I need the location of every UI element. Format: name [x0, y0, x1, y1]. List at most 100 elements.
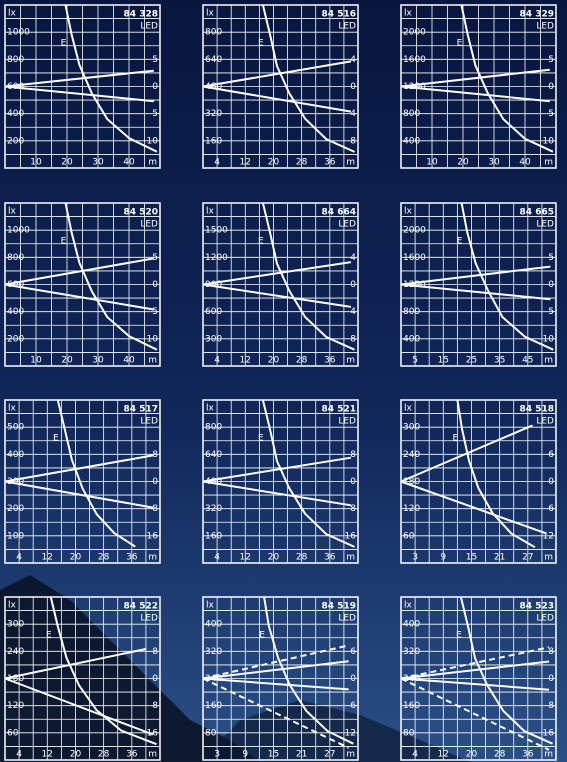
y-tick-label: 400	[403, 620, 420, 630]
y-tick-label: 120	[7, 701, 24, 711]
chart-subtitle: LED	[536, 417, 554, 427]
y-tick-label: 800	[403, 109, 420, 119]
beam-line	[202, 60, 352, 88]
curve-label: E	[53, 434, 59, 444]
beam-line	[202, 261, 352, 286]
y2-tick-label: 8	[152, 504, 158, 514]
y-tick-label: 160	[205, 136, 222, 146]
y-tick-label: 300	[7, 477, 24, 487]
y2-tick-label: 12	[345, 728, 356, 738]
chart-subtitle: LED	[536, 614, 554, 624]
x-tick-label: 20	[268, 158, 280, 168]
y-tick-label: 1600	[403, 55, 426, 65]
y-axis-unit: lx	[404, 9, 413, 19]
y-tick-label: 60	[403, 531, 415, 541]
x-tick-label: 12	[438, 750, 449, 760]
y-axis-unit: lx	[404, 404, 413, 414]
y2-tick-label: 0	[548, 280, 554, 290]
y-tick-label: 200	[7, 504, 24, 514]
x-tick-label: 28	[296, 158, 308, 168]
beam-line	[202, 85, 352, 113]
y2-tick-label: 5	[152, 253, 158, 263]
y2-tick-label: 0	[548, 82, 554, 92]
y-tick-label: 300	[7, 620, 24, 630]
y2-tick-label: 0	[548, 477, 554, 487]
chart-subtitle: LED	[536, 220, 554, 230]
y2-tick-label: 8	[350, 334, 356, 344]
illuminance-curve	[460, 4, 554, 153]
y-tick-label: 640	[205, 55, 222, 65]
x-tick-label: 30	[488, 158, 500, 168]
chart-title: 84 516	[322, 10, 356, 20]
y-tick-label: 1200	[205, 253, 228, 263]
chart-title: 84 517	[124, 405, 158, 415]
x-tick-label: 10	[426, 158, 438, 168]
y-tick-label: 600	[7, 82, 24, 92]
x-tick-label: 5	[412, 356, 418, 366]
y-tick-label: 2000	[403, 226, 426, 236]
chart-panel: E 60 120 180 240 300 4 12 20 28 36 8 0 8 16 m lx 84 522 LE…	[4, 596, 161, 761]
y2-tick-label: 0	[152, 82, 158, 92]
x-tick-label: 20	[268, 553, 280, 563]
chart-title: 84 518	[520, 405, 554, 415]
illuminance-curve	[460, 202, 554, 351]
x-tick-label: 12	[240, 553, 251, 563]
y-axis-unit: lx	[8, 9, 17, 19]
y-tick-label: 60	[7, 728, 19, 738]
curve-label: E	[61, 39, 67, 49]
chart-subtitle: LED	[338, 22, 356, 32]
illuminance-curve	[261, 399, 355, 548]
chart-title: 84 522	[124, 602, 158, 612]
x-tick-label: 45	[522, 356, 533, 366]
y-tick-label: 200	[7, 334, 24, 344]
x-tick-label: 30	[92, 356, 104, 366]
chart-title: 84 520	[124, 208, 158, 218]
y-tick-label: 600	[205, 307, 222, 317]
y-axis-unit: lx	[206, 207, 215, 217]
x-tick-label: 28	[494, 750, 506, 760]
y-tick-label: 240	[7, 647, 24, 657]
x-tick-label: 40	[519, 158, 531, 168]
beam-line	[400, 424, 533, 483]
y-tick-label: 400	[403, 136, 420, 146]
x-tick-label: 20	[457, 158, 469, 168]
y2-tick-label: 4	[350, 253, 356, 263]
chart-panel: E 160 320 480 640 800 4 12 20 28 36 4 0 4 8 m lx 84 516 LE…	[202, 4, 359, 169]
chart-subtitle: LED	[338, 614, 356, 624]
y2-tick-label: 10	[543, 136, 555, 146]
y2-tick-label: 16	[147, 531, 159, 541]
beam-line	[400, 265, 551, 286]
y-tick-label: 800	[7, 253, 24, 263]
y2-tick-label: 10	[543, 334, 555, 344]
beam-line	[202, 677, 349, 691]
chart-panel: E 300 600 900 1200 1500 4 12 20 28 36 4 0 4 8 m lx 84 664…	[202, 202, 359, 367]
x-tick-label: 20	[466, 750, 478, 760]
y-axis-unit: lx	[206, 601, 215, 611]
y-tick-label: 400	[7, 109, 24, 119]
y2-tick-label: 8	[152, 450, 158, 460]
y-tick-label: 1500	[205, 226, 228, 236]
y-axis-unit: lx	[404, 207, 413, 217]
y2-tick-label: 4	[350, 307, 356, 317]
x-tick-label: 20	[70, 750, 82, 760]
curve-label: E	[258, 434, 264, 444]
x-tick-label: 12	[42, 750, 53, 760]
x-tick-label: 9	[242, 750, 248, 760]
beam-line	[4, 283, 154, 311]
x-axis-unit: m	[544, 553, 553, 563]
x-axis-unit: m	[544, 356, 553, 366]
x-tick-label: 36	[522, 750, 534, 760]
beam-line	[202, 480, 352, 507]
curve-label: E	[61, 237, 67, 247]
y-tick-label: 400	[403, 334, 420, 344]
y2-tick-label: 8	[350, 504, 356, 514]
curve-label: E	[453, 434, 459, 444]
beam-line	[400, 646, 550, 680]
x-tick-label: 4	[16, 553, 22, 563]
y2-tick-label: 8	[548, 647, 554, 657]
beam-line	[400, 85, 550, 103]
x-axis-unit: m	[148, 158, 157, 168]
